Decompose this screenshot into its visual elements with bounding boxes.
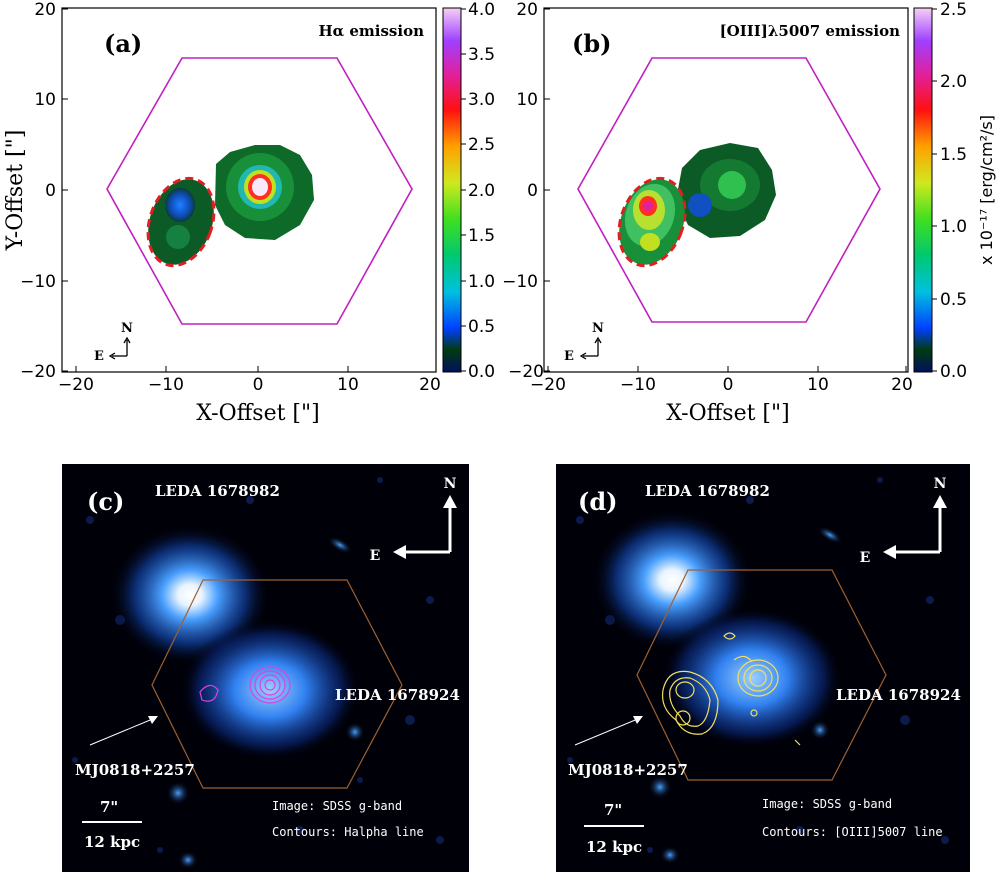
colorbar-label: x 10⁻¹⁷ [erg/cm²/s] bbox=[977, 115, 996, 265]
y-tick-label: −10 bbox=[502, 272, 538, 292]
caption-contours-d: Contours: [OIII]5007 line bbox=[762, 825, 943, 839]
fov-hexagon-d bbox=[636, 569, 887, 781]
galaxy-label-right-d: LEDA 1678924 bbox=[836, 686, 961, 704]
panel-c: (c) LEDA 1678982 LEDA 1678924 MJ0818+225… bbox=[62, 464, 469, 872]
compass-c bbox=[393, 495, 457, 559]
x-tick-label: 10 bbox=[807, 375, 829, 395]
galaxy-leda-1678982-d bbox=[592, 510, 752, 650]
y-tick-label: 0 bbox=[45, 181, 56, 201]
y-axis-label: Y-Offset ["] bbox=[3, 130, 28, 252]
target-arrow-c bbox=[89, 716, 158, 746]
panel-title-b: [OIII]λ5007 emission bbox=[720, 22, 901, 40]
contours-c bbox=[199, 666, 291, 704]
colorbar-tick: 0.0 bbox=[940, 362, 967, 382]
compass-a bbox=[108, 336, 131, 360]
x-tick-label: −20 bbox=[530, 375, 566, 395]
colorbar-tick: 3.0 bbox=[468, 90, 495, 110]
y-tick-label: −10 bbox=[20, 272, 56, 292]
star-d bbox=[648, 775, 672, 799]
panel-title-a: Hα emission bbox=[318, 22, 424, 40]
colorbar-tick: 2.0 bbox=[468, 181, 495, 201]
panel-a: −20 −10 0 10 20 20 10 0 −10 −20 X-Offset… bbox=[3, 0, 495, 426]
x-axis-label: X-Offset ["] bbox=[666, 401, 789, 426]
colorbar-tick: 1.0 bbox=[940, 217, 967, 237]
streak-c bbox=[327, 536, 353, 554]
fov-hexagon-b bbox=[577, 57, 881, 323]
target-arrow-d bbox=[574, 716, 643, 746]
caption-image-c: Image: SDSS g-band bbox=[272, 799, 402, 813]
panel-label-a: (a) bbox=[104, 29, 142, 58]
panel-label-b: (b) bbox=[572, 29, 612, 58]
streak-d bbox=[817, 526, 843, 544]
scale-arcsec-d: 7" bbox=[604, 801, 622, 819]
target-ellipse-a bbox=[146, 176, 216, 268]
colorbar-tick: 1.5 bbox=[468, 226, 495, 246]
colorbar-a bbox=[442, 7, 462, 373]
colorbar-tick: 0.0 bbox=[468, 362, 495, 382]
galaxy-label-top-c: LEDA 1678982 bbox=[155, 482, 280, 500]
y-tick-label: 10 bbox=[516, 90, 538, 110]
x-tick-label: −10 bbox=[620, 375, 656, 395]
x-tick-label: −10 bbox=[148, 375, 184, 395]
star-c bbox=[178, 851, 198, 869]
scale-kpc-c: 12 kpc bbox=[84, 833, 140, 851]
galaxy-label-right-c: LEDA 1678924 bbox=[335, 686, 460, 704]
y-tick-label: −20 bbox=[508, 362, 544, 382]
compass-b bbox=[579, 336, 602, 360]
compass-e-label: E bbox=[564, 349, 574, 364]
compass-e-label: E bbox=[94, 349, 104, 364]
y-tick-label: 0 bbox=[527, 181, 538, 201]
colorbar-tick: 1.0 bbox=[468, 272, 495, 292]
panel-d: (d) LEDA 1678982 LEDA 1678924 MJ0818+225… bbox=[556, 464, 970, 872]
compass-n-label: N bbox=[121, 321, 133, 336]
colorbar-tick: 0.5 bbox=[940, 290, 967, 310]
emission-map-a bbox=[148, 145, 314, 265]
colorbar-tick: 3.5 bbox=[468, 45, 495, 65]
galaxy-label-top-d: LEDA 1678982 bbox=[645, 482, 770, 500]
target-label-d: MJ0818+2257 bbox=[568, 761, 688, 779]
x-tick-label: 10 bbox=[337, 375, 359, 395]
y-tick-label: 20 bbox=[516, 0, 538, 20]
x-tick-label: −20 bbox=[58, 375, 94, 395]
caption-image-d: Image: SDSS g-band bbox=[762, 797, 892, 811]
star-c bbox=[345, 722, 365, 742]
y-tick-label: −20 bbox=[20, 362, 56, 382]
x-tick-label: 0 bbox=[723, 375, 734, 395]
colorbar-tick: 4.0 bbox=[468, 0, 495, 20]
x-tick-label: 20 bbox=[419, 375, 441, 395]
compass-e-label: E bbox=[370, 548, 381, 564]
star-d bbox=[660, 846, 680, 864]
colorbar-tick: 2.5 bbox=[468, 135, 495, 155]
y-tick-label: 20 bbox=[34, 0, 56, 20]
y-tick-label: 10 bbox=[34, 90, 56, 110]
compass-n-label: N bbox=[934, 476, 947, 492]
compass-e-label: E bbox=[860, 550, 871, 566]
colorbar-b bbox=[913, 7, 933, 373]
target-label-c: MJ0818+2257 bbox=[75, 761, 195, 779]
galaxy-leda-1678924-d bbox=[662, 608, 842, 748]
panel-label-c: (c) bbox=[87, 487, 124, 516]
caption-contours-c: Contours: Halpha line bbox=[272, 825, 424, 839]
x-tick-label: 0 bbox=[253, 375, 264, 395]
fov-hexagon-a bbox=[106, 57, 413, 325]
compass-d bbox=[883, 495, 947, 559]
contours-d bbox=[661, 632, 801, 746]
x-axis-label: X-Offset ["] bbox=[196, 401, 319, 426]
x-tick-label: 20 bbox=[891, 375, 913, 395]
emission-map-b bbox=[619, 143, 776, 265]
fov-hexagon-c bbox=[151, 579, 403, 789]
scale-arcsec-c: 7" bbox=[100, 798, 118, 816]
compass-n-label: N bbox=[592, 321, 604, 336]
colorbar-tick: 1.5 bbox=[940, 145, 967, 165]
colorbar-tick: 0.5 bbox=[468, 317, 495, 337]
panel-b: −20 −10 0 10 20 20 10 0 −10 −20 X-Offset… bbox=[502, 0, 996, 426]
panel-label-d: (d) bbox=[578, 487, 618, 516]
colorbar-tick: 2.5 bbox=[940, 0, 967, 20]
target-ellipse-b bbox=[617, 176, 687, 268]
compass-n-label: N bbox=[444, 476, 457, 492]
scale-kpc-d: 12 kpc bbox=[586, 838, 642, 856]
star-c bbox=[166, 781, 190, 805]
colorbar-tick: 2.0 bbox=[940, 72, 967, 92]
